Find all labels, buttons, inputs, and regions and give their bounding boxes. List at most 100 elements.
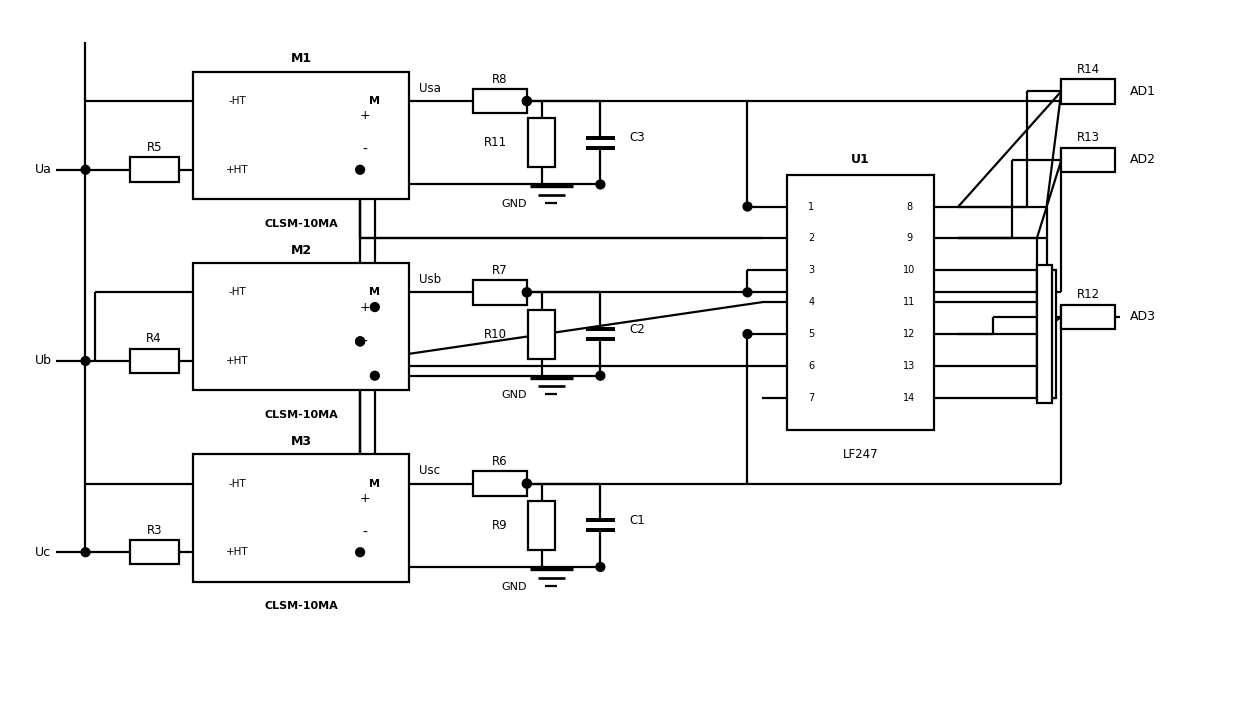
- Bar: [193, 454, 409, 582]
- Text: Ub: Ub: [35, 355, 52, 368]
- Text: AD2: AD2: [1130, 154, 1156, 167]
- Bar: [130, 349, 179, 373]
- Circle shape: [743, 202, 751, 211]
- Text: 4: 4: [808, 297, 815, 307]
- Bar: [1061, 79, 1115, 104]
- Bar: [472, 472, 527, 496]
- Bar: [130, 157, 179, 182]
- Text: R7: R7: [492, 264, 507, 277]
- Text: Usa: Usa: [419, 82, 441, 95]
- Circle shape: [596, 371, 605, 380]
- Text: 14: 14: [903, 393, 915, 403]
- Text: GND: GND: [501, 582, 527, 591]
- Text: C3: C3: [630, 131, 646, 144]
- Text: C2: C2: [630, 322, 646, 335]
- Text: -HT: -HT: [228, 479, 247, 489]
- Text: 3: 3: [808, 265, 815, 275]
- Bar: [472, 89, 527, 113]
- Text: 11: 11: [903, 297, 915, 307]
- Text: R11: R11: [484, 136, 507, 149]
- Text: R9: R9: [491, 519, 507, 532]
- Text: -: -: [362, 526, 367, 539]
- Circle shape: [522, 288, 531, 297]
- Bar: [472, 280, 527, 304]
- Text: M2: M2: [290, 244, 311, 257]
- Text: AD1: AD1: [1130, 85, 1156, 98]
- Bar: [1061, 304, 1115, 329]
- Text: 13: 13: [903, 361, 915, 371]
- Text: U1: U1: [851, 154, 869, 167]
- Text: GND: GND: [501, 199, 527, 209]
- Text: Uc: Uc: [35, 546, 51, 559]
- Text: M3: M3: [290, 435, 311, 448]
- Circle shape: [356, 337, 365, 346]
- Bar: [130, 540, 179, 565]
- Circle shape: [522, 97, 531, 105]
- Text: R14: R14: [1076, 63, 1100, 76]
- Text: R6: R6: [492, 455, 507, 468]
- Text: -: -: [362, 335, 367, 348]
- Text: R4: R4: [146, 332, 162, 345]
- Text: Usc: Usc: [419, 464, 440, 477]
- Text: 6: 6: [808, 361, 815, 371]
- Bar: [1037, 270, 1056, 398]
- Bar: [528, 309, 556, 358]
- Bar: [1061, 148, 1115, 172]
- Text: Usb: Usb: [419, 273, 441, 286]
- Text: 9: 9: [906, 234, 913, 244]
- Text: +HT: +HT: [226, 547, 249, 557]
- Text: -HT: -HT: [228, 288, 247, 297]
- Text: 10: 10: [903, 265, 915, 275]
- Circle shape: [81, 548, 91, 557]
- Circle shape: [81, 357, 91, 366]
- Text: CLSM-10MA: CLSM-10MA: [264, 410, 339, 420]
- Circle shape: [522, 479, 531, 488]
- Circle shape: [356, 165, 365, 174]
- Text: M: M: [370, 96, 381, 106]
- Text: CLSM-10MA: CLSM-10MA: [264, 218, 339, 229]
- Text: M: M: [370, 288, 381, 297]
- Text: 5: 5: [808, 329, 815, 339]
- Text: M: M: [370, 479, 381, 489]
- Circle shape: [81, 165, 91, 174]
- Text: +: +: [360, 301, 371, 314]
- Text: AD3: AD3: [1130, 310, 1156, 323]
- Circle shape: [356, 548, 365, 557]
- Text: 2: 2: [808, 234, 815, 244]
- Text: M1: M1: [290, 53, 311, 66]
- Text: R3: R3: [146, 523, 162, 536]
- Text: 7: 7: [808, 393, 815, 403]
- Text: -HT: -HT: [228, 96, 247, 106]
- Text: +HT: +HT: [226, 164, 249, 174]
- Text: 1: 1: [808, 202, 815, 211]
- Circle shape: [522, 288, 531, 297]
- Text: Ua: Ua: [35, 163, 52, 176]
- Text: R13: R13: [1076, 131, 1100, 144]
- Circle shape: [371, 303, 379, 311]
- Bar: [193, 263, 409, 390]
- Bar: [528, 501, 556, 550]
- Circle shape: [596, 562, 605, 571]
- Text: +: +: [360, 492, 371, 505]
- Bar: [786, 174, 934, 430]
- Circle shape: [522, 479, 531, 488]
- Circle shape: [743, 288, 751, 297]
- Text: 8: 8: [906, 202, 913, 211]
- Bar: [528, 118, 556, 167]
- Text: 12: 12: [903, 329, 915, 339]
- Text: R12: R12: [1076, 288, 1100, 301]
- Circle shape: [356, 337, 365, 346]
- Circle shape: [522, 97, 531, 105]
- Text: R8: R8: [492, 73, 507, 86]
- Circle shape: [371, 371, 379, 380]
- Text: +HT: +HT: [226, 356, 249, 366]
- Text: R5: R5: [146, 141, 162, 154]
- Bar: [193, 71, 409, 199]
- Circle shape: [596, 180, 605, 189]
- Text: LF247: LF247: [842, 448, 878, 461]
- Text: CLSM-10MA: CLSM-10MA: [264, 601, 339, 611]
- Circle shape: [743, 329, 751, 338]
- Text: +: +: [360, 110, 371, 123]
- Text: -: -: [362, 143, 367, 157]
- Text: R10: R10: [484, 327, 507, 340]
